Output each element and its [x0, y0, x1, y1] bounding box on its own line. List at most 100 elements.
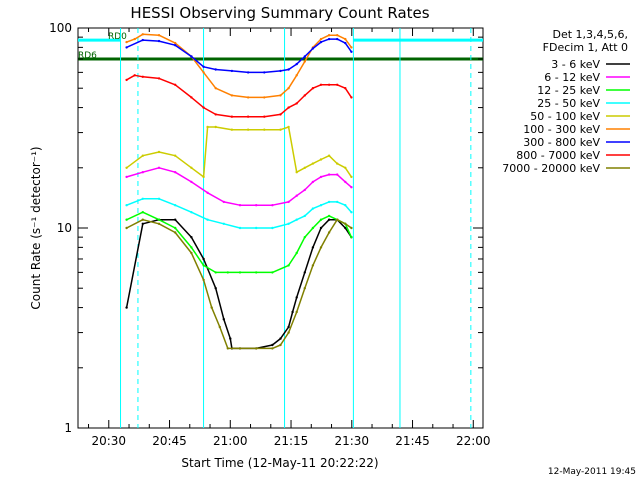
data-point [174, 154, 177, 157]
data-point [218, 325, 221, 329]
data-point [141, 38, 144, 42]
y-tick-label: 100 [49, 21, 72, 35]
data-point [133, 74, 136, 77]
data-point [141, 33, 144, 36]
legend-entry-label: 3 - 6 keV [551, 58, 600, 71]
data-point [303, 188, 306, 192]
series-line-3-6-kev [125, 218, 353, 350]
data-point [303, 60, 306, 63]
data-point [190, 246, 193, 249]
data-point [190, 236, 193, 239]
data-point [214, 68, 217, 71]
data-point [311, 87, 315, 90]
data-point [246, 115, 250, 118]
data-point [157, 77, 161, 80]
data-point [214, 87, 217, 90]
data-point [279, 94, 282, 97]
data-point [202, 65, 205, 69]
data-point [141, 75, 144, 79]
legend-entry-label: 7000 - 20000 keV [502, 162, 600, 175]
x-tick-label: 21:45 [395, 434, 430, 448]
data-point [319, 226, 323, 230]
data-point [214, 287, 217, 290]
series-layer [125, 33, 353, 350]
data-point [238, 347, 242, 350]
x-tick-label: 21:30 [334, 434, 369, 448]
x-axis-label: Start Time (12-May-11 20:22:22) [181, 456, 378, 470]
data-point [271, 347, 274, 350]
data-point [141, 154, 144, 157]
data-point [327, 231, 331, 234]
data-point [202, 264, 205, 267]
data-point [125, 218, 128, 221]
data-point [295, 74, 298, 77]
data-point [190, 55, 193, 58]
data-point [336, 37, 339, 41]
series-line-50-100-kev [126, 126, 353, 178]
data-point [344, 37, 347, 41]
data-point [210, 306, 213, 309]
data-point [327, 37, 331, 41]
data-point [125, 166, 128, 169]
data-point [344, 180, 347, 184]
data-point [202, 278, 205, 282]
data-point [287, 87, 290, 90]
data-point [174, 171, 177, 174]
data-point [287, 125, 290, 129]
data-point [190, 96, 193, 99]
plot-frame [77, 27, 484, 429]
data-point [279, 113, 282, 116]
data-point [327, 154, 331, 157]
data-point [230, 128, 234, 131]
data-point [287, 222, 290, 225]
data-point [226, 347, 229, 350]
date-stamp: 12-May-2011 19:45 [548, 467, 636, 477]
legend-entry-label: 12 - 25 keV [537, 84, 600, 97]
data-point [230, 115, 234, 118]
data-point [319, 204, 323, 207]
data-point [214, 113, 217, 116]
data-point [336, 200, 339, 204]
data-point [319, 246, 323, 249]
data-point [319, 158, 323, 161]
x-tick-label: 22:00 [456, 434, 491, 448]
data-point [271, 204, 274, 207]
legend-entry-label: 25 - 50 keV [537, 97, 600, 110]
data-point [295, 251, 298, 255]
data-point [291, 310, 294, 314]
data-point [141, 197, 144, 200]
data-point [174, 218, 177, 221]
data-point [157, 34, 161, 37]
data-point [344, 222, 347, 225]
data-point [141, 222, 144, 225]
legend-entry-label: 100 - 300 keV [523, 123, 600, 136]
data-point [350, 236, 353, 239]
data-point [344, 204, 347, 207]
data-point [303, 166, 306, 169]
data-point [214, 125, 217, 129]
data-point [206, 191, 209, 194]
data-point [255, 226, 258, 230]
data-point [214, 271, 217, 274]
data-point [157, 150, 161, 154]
data-point [327, 173, 331, 176]
data-point [157, 39, 161, 43]
data-point [311, 226, 315, 230]
data-point [327, 214, 331, 218]
data-point [303, 94, 306, 97]
data-point [125, 226, 128, 230]
legend-entry-label: 300 - 800 keV [523, 136, 600, 149]
data-point [263, 71, 266, 74]
data-point [287, 200, 290, 204]
data-point [344, 87, 347, 90]
data-point [190, 180, 193, 184]
data-point [319, 218, 323, 221]
data-point [319, 40, 323, 44]
data-point [336, 173, 339, 176]
y-axis-label: Count Rate (s⁻¹ detector⁻¹) [29, 146, 43, 309]
data-point [157, 166, 161, 169]
chart-title: HESSI Observing Summary Count Rates [130, 4, 429, 22]
data-point [336, 162, 339, 165]
data-point [246, 71, 250, 74]
